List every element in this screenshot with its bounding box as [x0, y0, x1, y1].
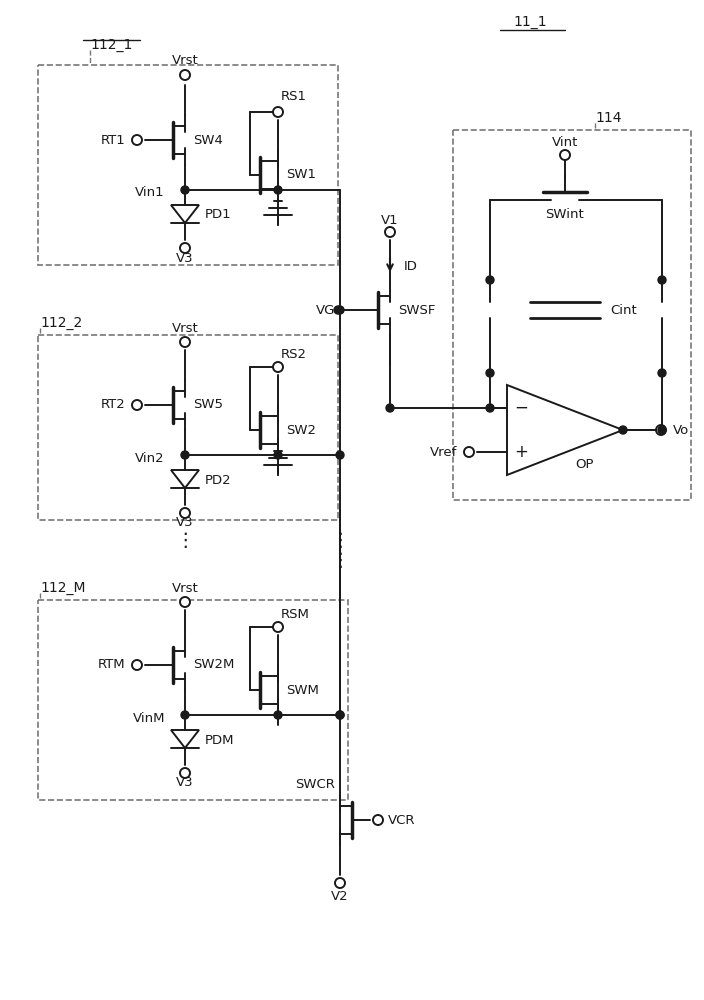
Text: Vin1: Vin1	[135, 186, 165, 200]
Circle shape	[336, 451, 344, 459]
Bar	[38, 335, 338, 520]
Circle shape	[181, 186, 189, 194]
Circle shape	[274, 711, 282, 719]
Text: V3: V3	[176, 776, 194, 790]
Text: Vrst: Vrst	[172, 322, 199, 336]
Text: 112_M: 112_M	[40, 581, 85, 595]
Text: VinM: VinM	[132, 712, 165, 724]
Circle shape	[336, 711, 344, 719]
Text: PD2: PD2	[205, 474, 232, 487]
Circle shape	[486, 276, 494, 284]
Circle shape	[181, 451, 189, 459]
Text: 11_1: 11_1	[513, 15, 547, 29]
Circle shape	[658, 426, 666, 434]
Circle shape	[386, 404, 394, 412]
Text: −: −	[514, 399, 528, 417]
Text: Vin2: Vin2	[135, 452, 165, 464]
Circle shape	[274, 186, 282, 194]
Circle shape	[334, 306, 342, 314]
Text: Vrst: Vrst	[172, 582, 199, 595]
Circle shape	[464, 447, 474, 457]
Text: Vref: Vref	[429, 446, 457, 458]
Text: 114: 114	[595, 111, 622, 125]
Text: SW4: SW4	[193, 133, 223, 146]
Text: V3: V3	[176, 251, 194, 264]
Text: V3: V3	[176, 516, 194, 530]
Text: ⋮: ⋮	[330, 550, 350, 570]
Text: SW1: SW1	[286, 168, 316, 182]
Circle shape	[132, 135, 142, 145]
Circle shape	[180, 768, 190, 778]
Text: RT2: RT2	[100, 398, 125, 412]
Text: Vo: Vo	[673, 424, 689, 436]
Bar	[453, 130, 691, 500]
Circle shape	[336, 306, 344, 314]
Text: SWSF: SWSF	[398, 304, 435, 316]
Text: ID: ID	[404, 260, 418, 273]
Text: Vint: Vint	[552, 136, 578, 149]
Text: VG: VG	[315, 304, 335, 316]
Text: SWM: SWM	[286, 684, 319, 696]
Circle shape	[274, 451, 282, 459]
Text: VCR: VCR	[388, 814, 415, 826]
Circle shape	[656, 425, 666, 435]
Text: RS1: RS1	[281, 91, 307, 104]
Text: Cint: Cint	[610, 304, 636, 316]
Text: RSM: RSM	[281, 607, 310, 620]
Circle shape	[486, 404, 494, 412]
Circle shape	[658, 276, 666, 284]
Text: SW2M: SW2M	[193, 658, 234, 672]
Text: RT1: RT1	[100, 133, 125, 146]
Circle shape	[273, 362, 283, 372]
Circle shape	[273, 622, 283, 632]
Circle shape	[336, 711, 344, 719]
Text: 112_2: 112_2	[40, 316, 82, 330]
Circle shape	[658, 369, 666, 377]
Circle shape	[180, 243, 190, 253]
Text: RTM: RTM	[97, 658, 125, 672]
Circle shape	[181, 711, 189, 719]
Text: 112_1: 112_1	[90, 38, 132, 52]
Circle shape	[180, 70, 190, 80]
Text: ⋮: ⋮	[175, 530, 195, 550]
Circle shape	[273, 107, 283, 117]
Text: PDM: PDM	[205, 734, 234, 746]
Text: V1: V1	[381, 214, 398, 227]
Circle shape	[180, 508, 190, 518]
Circle shape	[132, 660, 142, 670]
Circle shape	[385, 227, 395, 237]
Bar	[38, 600, 348, 800]
Bar	[38, 65, 338, 265]
Circle shape	[335, 878, 345, 888]
Text: SWint: SWint	[546, 209, 584, 222]
Text: SW5: SW5	[193, 398, 223, 412]
Text: SWCR: SWCR	[295, 778, 335, 792]
Circle shape	[180, 597, 190, 607]
Text: RS2: RS2	[281, 348, 307, 360]
Text: V2: V2	[331, 890, 348, 902]
Circle shape	[619, 426, 627, 434]
Circle shape	[373, 815, 383, 825]
Circle shape	[486, 369, 494, 377]
Text: Vrst: Vrst	[172, 53, 199, 66]
Text: +: +	[514, 443, 528, 461]
Text: ⋮: ⋮	[330, 530, 350, 550]
Text: OP: OP	[576, 458, 594, 472]
Text: PD1: PD1	[205, 209, 232, 222]
Circle shape	[180, 337, 190, 347]
Circle shape	[132, 400, 142, 410]
Text: SW2: SW2	[286, 424, 316, 436]
Circle shape	[560, 150, 570, 160]
